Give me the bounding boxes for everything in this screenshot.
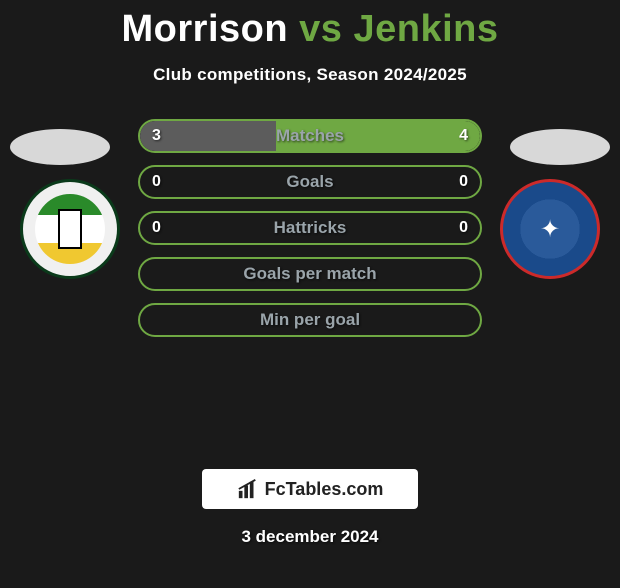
stat-bar: Matches 3 4 <box>138 119 482 153</box>
stat-bar-value-left: 0 <box>152 219 161 237</box>
player2-club-badge: ✦ <box>500 179 600 279</box>
title-player1: Morrison <box>122 8 289 50</box>
stat-bar-label: Matches <box>276 126 344 146</box>
aldershot-town-badge-icon: ✦ <box>515 194 585 264</box>
date-text: 3 december 2024 <box>0 527 620 547</box>
attribution-text: FcTables.com <box>265 479 384 500</box>
solihull-moors-badge-icon <box>35 194 105 264</box>
stat-bar-value-right: 4 <box>459 127 468 145</box>
stat-bar-value-right: 0 <box>459 173 468 191</box>
player2-head-silhouette <box>510 129 610 165</box>
stat-bar: Min per goal <box>138 303 482 337</box>
player1-head-silhouette <box>10 129 110 165</box>
subtitle: Club competitions, Season 2024/2025 <box>0 65 620 85</box>
stat-bar: Goals per match <box>138 257 482 291</box>
comparison-card: Morrison vs Jenkins Club competitions, S… <box>0 8 620 547</box>
attribution-box: FcTables.com <box>202 469 418 509</box>
bar-chart-icon <box>237 478 259 500</box>
stat-bar: Goals 0 0 <box>138 165 482 199</box>
page-title: Morrison vs Jenkins <box>0 8 620 51</box>
stat-bar-label: Goals per match <box>243 264 376 284</box>
stat-bar-label: Goals <box>286 172 333 192</box>
stat-bar: Hattricks 0 0 <box>138 211 482 245</box>
comparison-main: ✦ Matches 3 4 Goals 0 0 Hattricks 0 0 Goals per m… <box>0 119 620 459</box>
stat-bar-value-right: 0 <box>459 219 468 237</box>
player1-club-badge <box>20 179 120 279</box>
stat-bar-label: Hattricks <box>274 218 347 238</box>
stat-bars: Matches 3 4 Goals 0 0 Hattricks 0 0 Goals per mat… <box>138 119 482 349</box>
stat-bar-value-left: 0 <box>152 173 161 191</box>
title-player2: Jenkins <box>353 8 498 50</box>
stat-bar-label: Min per goal <box>260 310 360 330</box>
stat-bar-value-left: 3 <box>152 127 161 145</box>
title-vs: vs <box>299 8 342 50</box>
